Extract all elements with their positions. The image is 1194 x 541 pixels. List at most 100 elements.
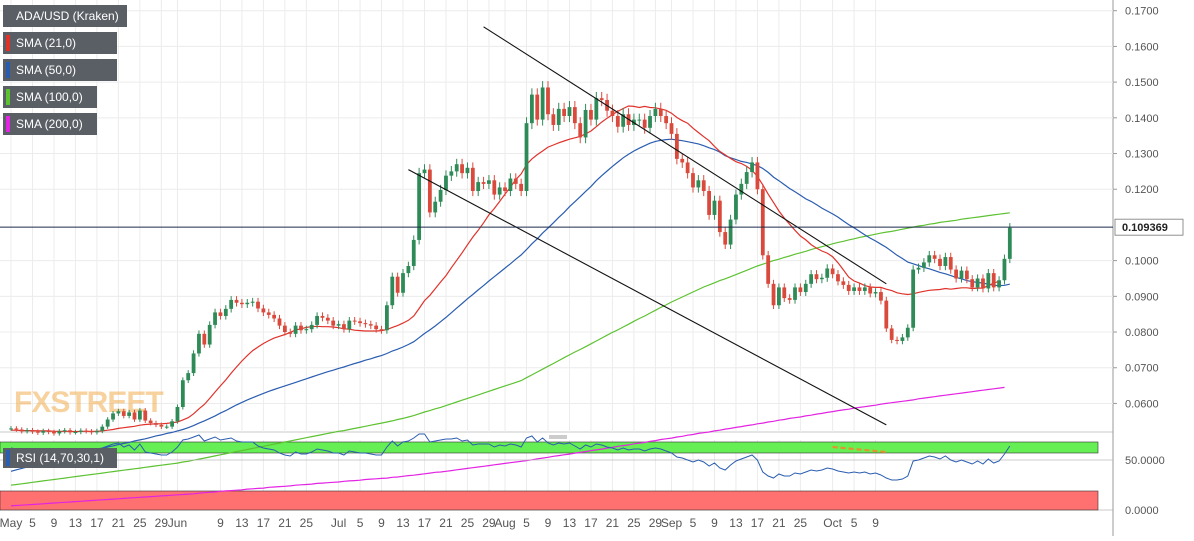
candle-body (943, 257, 948, 266)
candle-body (331, 320, 336, 326)
candle-body (57, 431, 62, 434)
candle-body (41, 430, 46, 433)
candle-body (454, 164, 459, 172)
candle-body (95, 430, 99, 433)
candle-body (868, 287, 873, 294)
legend-label: SMA (21,0) (16, 36, 77, 50)
legend-sma-100[interactable]: SMA (100,0) (3, 86, 97, 108)
candle-body (615, 116, 620, 127)
candle-body (116, 411, 121, 414)
candle-body (852, 287, 856, 291)
y-tick-label: 0.1000 (1125, 256, 1159, 268)
candle-body (755, 162, 760, 190)
x-tick-label: 25 (794, 516, 808, 530)
candle-body (379, 329, 384, 331)
candle-body (223, 308, 228, 316)
candle-body (583, 109, 588, 138)
candle-body (476, 182, 481, 192)
candle-body (819, 277, 824, 280)
candle-body (986, 273, 991, 289)
candle-body (916, 267, 921, 270)
y-tick-label: 0.0800 (1125, 327, 1159, 339)
candle-body (19, 429, 24, 432)
y-tick-label: 0.1400 (1125, 113, 1159, 125)
candle-body (481, 182, 486, 184)
x-tick-label: 9 (711, 516, 718, 530)
candle-body (680, 158, 685, 163)
y-tick-label: 0.0900 (1125, 291, 1159, 303)
legend-ada-usd[interactable]: ADA/USD (Kraken) (3, 5, 127, 27)
candle-body (760, 189, 765, 256)
legend-sma-200[interactable]: SMA (200,0) (3, 113, 97, 135)
candle-body (556, 108, 561, 125)
candle-body (277, 318, 282, 326)
legend-sma-50[interactable]: SMA (50,0) (3, 59, 117, 81)
candle-body (336, 324, 341, 326)
x-tick-label: 29 (482, 516, 496, 530)
candle-body (427, 169, 432, 213)
x-tick-label: 13 (729, 516, 743, 530)
legend-sma-21[interactable]: SMA (21,0) (3, 32, 117, 54)
candle-body (540, 87, 545, 120)
legend-swatch (6, 8, 10, 24)
candle-body (385, 305, 389, 331)
candle-body (691, 173, 695, 188)
candle-body (685, 162, 690, 174)
candle-body (170, 421, 174, 427)
candle-body (572, 107, 577, 124)
legend-label: SMA (50,0) (16, 63, 77, 77)
x-tick-label: 9 (545, 516, 552, 530)
candle-body (9, 428, 13, 430)
candle-body (89, 431, 94, 433)
y-tick-label: 0.1300 (1125, 149, 1159, 161)
candle-body (73, 432, 78, 433)
rsi-y-tick-label: 0.0000 (1125, 505, 1159, 517)
candle-body (191, 353, 196, 374)
candle-body (444, 175, 448, 190)
x-tick-label: 5 (357, 516, 364, 530)
candle-body (100, 426, 105, 431)
candle-body (503, 187, 507, 192)
candle-body (62, 430, 67, 432)
x-tick-label: 17 (751, 516, 765, 530)
candle-body (272, 314, 277, 319)
candle-body (841, 281, 846, 285)
x-tick-label: 25 (300, 516, 314, 530)
candle-body (401, 273, 405, 293)
candle-body (723, 232, 728, 245)
candle-body (551, 114, 556, 125)
x-tick-label: 13 (396, 516, 410, 530)
candle-body (637, 119, 642, 121)
y-tick-label: 0.0700 (1125, 363, 1159, 375)
candle-body (460, 164, 464, 174)
candle-body (970, 279, 975, 288)
candle-body (240, 302, 244, 305)
candle-body (137, 410, 142, 420)
candle-body (288, 332, 293, 334)
candle-body (164, 426, 169, 428)
x-tick-label: 13 (69, 516, 83, 530)
candle-body (997, 280, 1001, 288)
candle-body (599, 98, 604, 100)
rsi-y-tick-label: 50.0000 (1125, 455, 1165, 467)
candle-body (744, 172, 749, 184)
candle-body (465, 167, 470, 174)
candle-body (546, 87, 550, 115)
candle-body (325, 317, 330, 321)
candle-body (889, 328, 894, 340)
y-tick-label: 0.0600 (1125, 398, 1159, 410)
candle-body (642, 119, 647, 128)
sma-200-line (10, 386, 1005, 507)
legend-swatch (6, 62, 10, 78)
candle-body (374, 325, 379, 330)
candle-body (717, 200, 722, 233)
candle-body (497, 187, 502, 195)
candle-body (991, 273, 996, 288)
candle-body (14, 428, 19, 430)
legend-rsi[interactable]: RSI (14,70,30,1) (3, 448, 117, 468)
candle-body (787, 298, 792, 300)
candle-body (347, 320, 352, 330)
legend-swatch (6, 35, 10, 51)
candle-body (352, 320, 357, 322)
candle-body (197, 333, 201, 354)
